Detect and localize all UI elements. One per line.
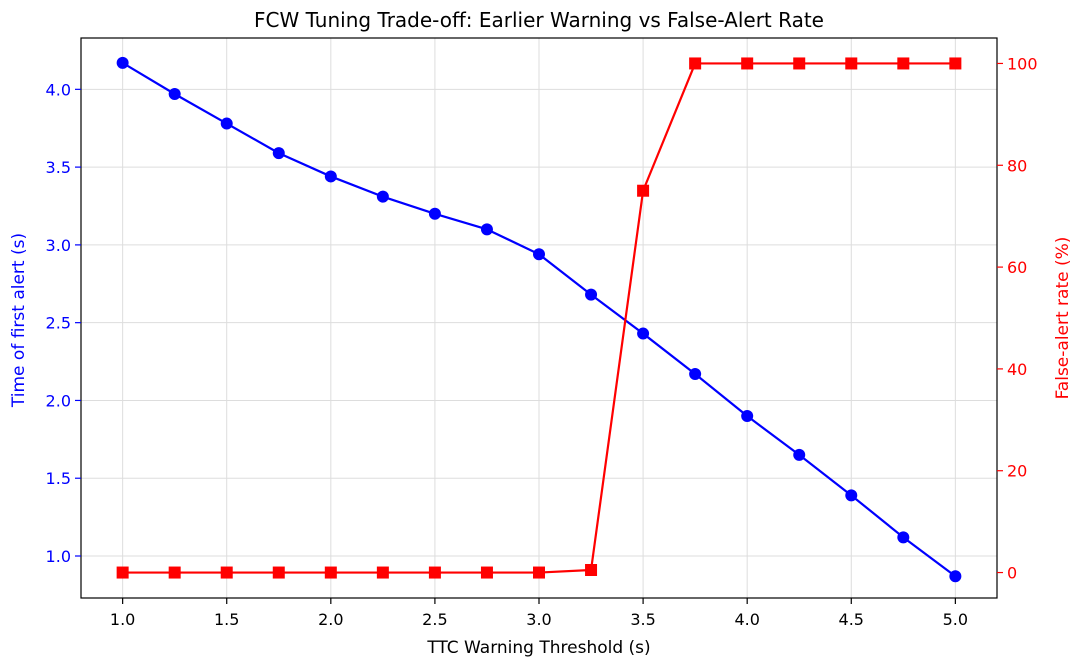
data-point-left <box>585 288 598 301</box>
data-point-left <box>480 223 493 236</box>
y-right-tick-label: 60 <box>1007 258 1027 277</box>
y-right-tick-label: 80 <box>1007 156 1027 175</box>
data-point-right <box>116 566 129 579</box>
y-left-axis-title: Time of first alert (s) <box>9 233 29 408</box>
data-point-right <box>845 57 858 70</box>
y-left-tick-label: 4.0 <box>46 80 71 99</box>
data-point-left <box>376 190 389 203</box>
x-tick-label: 1.5 <box>214 610 239 629</box>
series-layer <box>116 56 962 583</box>
y-left-tick-label: 1.0 <box>46 547 71 566</box>
data-point-left <box>741 410 754 422</box>
y-left-tick-label: 2.5 <box>46 314 71 333</box>
data-point-left <box>324 170 337 183</box>
data-point-right <box>637 184 650 197</box>
y-right-tick-label: 100 <box>1007 54 1038 73</box>
data-point-left <box>533 248 545 261</box>
y-right-tick-label: 20 <box>1007 462 1027 481</box>
y-left-tick-label: 1.5 <box>46 469 71 488</box>
data-point-left <box>949 570 962 583</box>
data-point-right <box>897 57 910 70</box>
data-point-right <box>428 566 441 579</box>
x-tick-label: 3.5 <box>630 610 655 629</box>
x-tick-label: 4.5 <box>839 610 864 629</box>
data-point-left <box>116 56 129 69</box>
data-point-right <box>793 57 806 70</box>
grid <box>81 38 997 598</box>
data-point-right <box>949 57 962 70</box>
data-point-right <box>168 566 181 579</box>
data-point-left <box>168 88 181 100</box>
data-point-right <box>376 566 389 579</box>
y-left-tick-label: 3.0 <box>46 236 71 255</box>
data-point-right <box>585 564 598 576</box>
y-left-tick-label: 3.5 <box>46 158 71 177</box>
chart-title: FCW Tuning Trade-off: Earlier Warning vs… <box>254 8 824 32</box>
data-point-left <box>845 489 858 502</box>
data-point-right <box>272 566 285 579</box>
x-tick-label: 5.0 <box>943 610 968 629</box>
data-point-left <box>428 207 441 220</box>
y-right-axis-title: False-alert rate (%) <box>1053 237 1073 400</box>
data-point-left <box>689 368 702 380</box>
x-tick-label: 2.5 <box>422 610 447 629</box>
x-axis-title: TTC Warning Threshold (s) <box>426 638 650 658</box>
data-point-left <box>637 327 650 340</box>
x-tick-label: 1.0 <box>110 610 135 629</box>
axes: 1.0 1.5 2.0 2.5 3.0 3.5 4.0 4.5 5.0 1.0 1.5 2.0 2.5 3… <box>46 37 1038 629</box>
x-tick-label: 3.0 <box>526 610 551 629</box>
data-point-right <box>741 57 754 70</box>
data-point-left <box>897 531 910 544</box>
data-point-right <box>533 566 545 579</box>
data-point-right <box>324 566 337 579</box>
x-tick-label: 2.0 <box>318 610 343 629</box>
y-right-tick-label: 0 <box>1007 564 1017 583</box>
data-point-right <box>220 566 233 579</box>
y-left-tick-label: 2.0 <box>46 391 71 410</box>
data-point-right <box>480 566 493 579</box>
data-point-left <box>272 147 285 160</box>
x-tick-label: 4.0 <box>734 610 759 629</box>
data-point-right <box>689 57 702 70</box>
y-right-tick-label: 40 <box>1007 360 1027 379</box>
data-point-left <box>220 117 233 130</box>
data-point-left <box>793 448 806 461</box>
